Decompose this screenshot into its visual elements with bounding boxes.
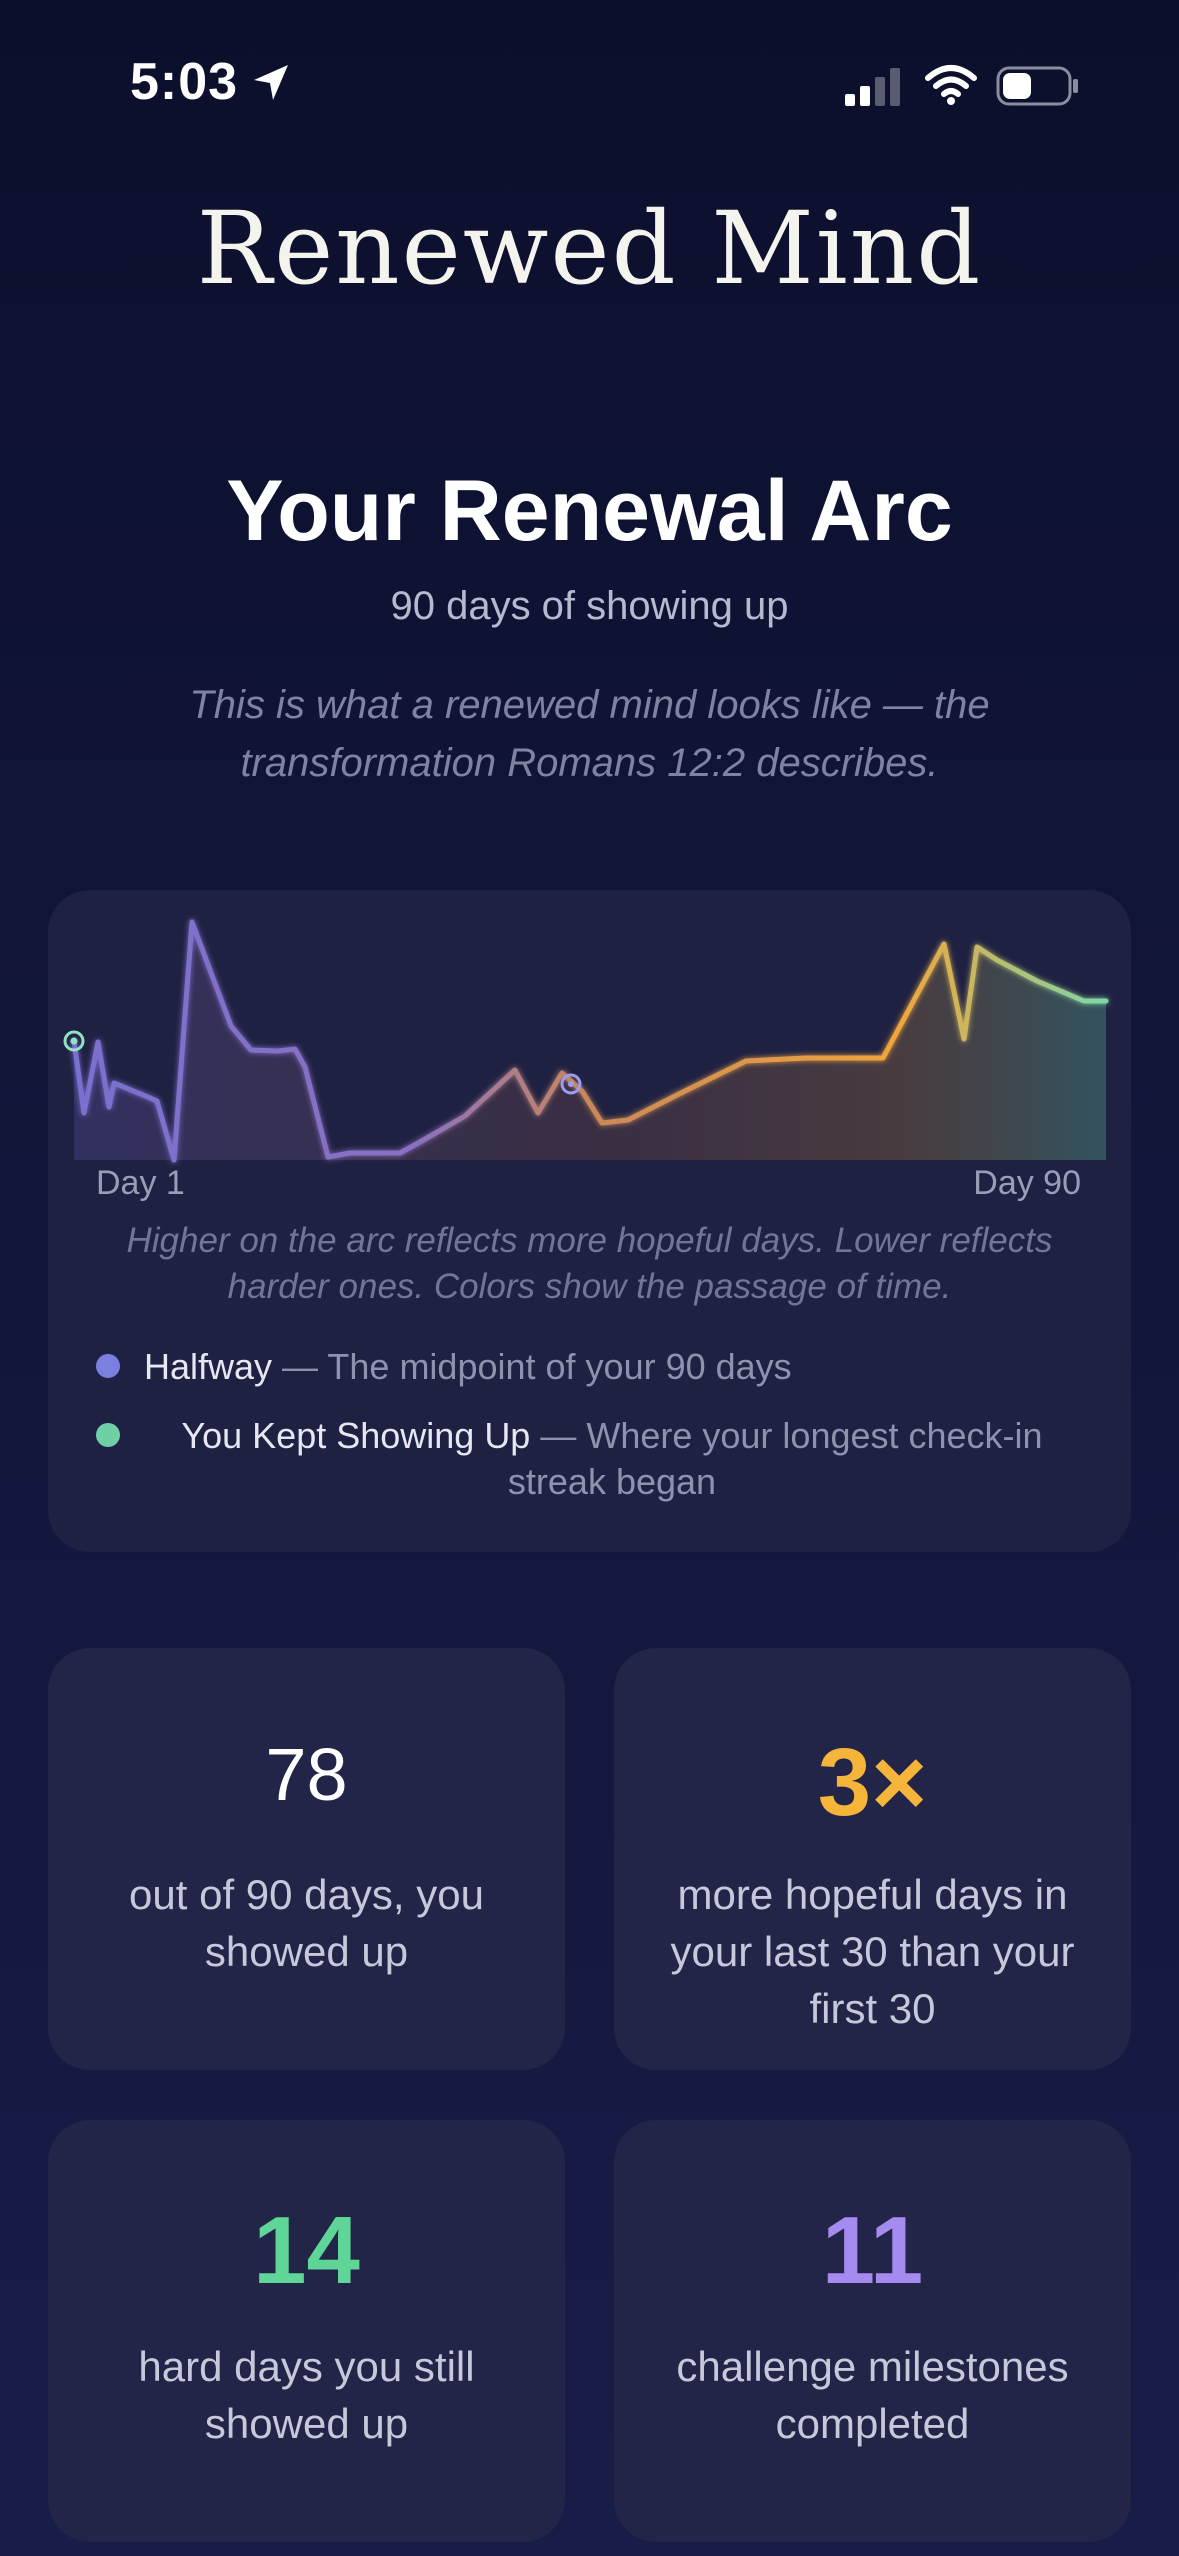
halfway-legend-dot <box>96 1354 120 1378</box>
stat-card-days-showed-up: 78 out of 90 days, you showed up <box>48 1648 565 2070</box>
status-time: 5:03 <box>130 53 239 111</box>
battery-icon <box>996 66 1078 106</box>
wifi-icon <box>925 65 977 105</box>
stat-label: out of 90 days, you showed up <box>129 1871 484 1975</box>
location-arrow-icon <box>254 65 288 100</box>
legend-title: Halfway <box>144 1346 273 1387</box>
arc-line <box>71 919 1109 1163</box>
legend-item-streak: You Kept Showing Up — Where your longest… <box>181 1415 1043 1502</box>
stat-card-hopeful-days: 3× more hopeful days in your last 30 tha… <box>614 1648 1131 2070</box>
legend-item-halfway: Halfway — The midpoint of your 90 days <box>144 1346 792 1387</box>
app-title: Renewed Mind <box>196 190 983 307</box>
stat-value: 14 <box>253 2197 360 2304</box>
halfway-marker <box>560 1073 582 1095</box>
cellular-signal-icon <box>845 68 900 106</box>
stat-label: hard days you still showed up <box>138 2343 475 2447</box>
axis-start-label: Day 1 <box>96 1164 185 1202</box>
stat-label: more hopeful days in your last 30 than y… <box>670 1871 1075 2032</box>
axis-end-label: Day 90 <box>973 1164 1081 1202</box>
stat-card-hard-days: 14 hard days you still showed up <box>48 2120 565 2542</box>
legend-desc: Where your longest check-in streak began <box>507 1415 1043 1502</box>
arc-area <box>74 922 1106 1160</box>
streak-legend-dot <box>96 1423 120 1447</box>
legend-desc: The midpoint of your 90 days <box>327 1346 792 1387</box>
status-bar: 5:03 <box>0 0 1179 170</box>
page-heading: Your Renewal Arc <box>226 463 953 559</box>
stat-value: 78 <box>265 1733 348 1816</box>
legend-title: You Kept Showing Up <box>181 1415 531 1456</box>
streak-start-marker <box>63 1030 85 1052</box>
stat-label: challenge milestones completed <box>676 2343 1069 2447</box>
stat-value: 3× <box>817 1729 928 1836</box>
arc-caption: Higher on the arc reflects more hopeful … <box>126 1221 1053 1306</box>
stat-value: 11 <box>821 2197 924 2304</box>
page-subheading: 90 days of showing up <box>390 584 789 628</box>
scripture-quote: This is what a renewed mind looks like —… <box>189 683 990 785</box>
renewal-arc-card <box>48 890 1131 1552</box>
stat-card-milestones: 11 challenge milestones completed <box>614 2120 1131 2542</box>
renewal-arc-chart <box>63 919 1109 1163</box>
